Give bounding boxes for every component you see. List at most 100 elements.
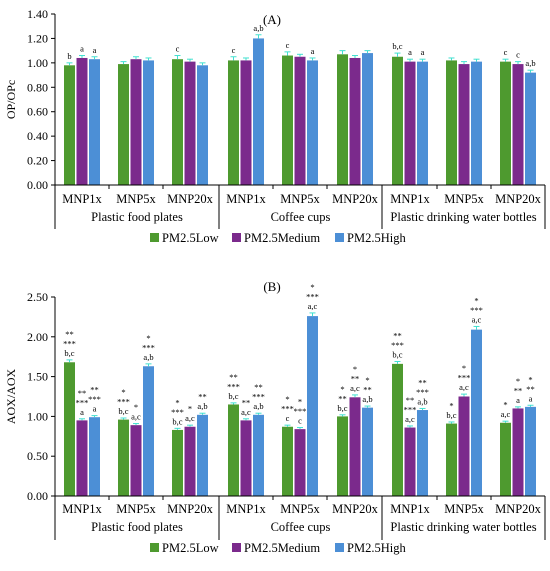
significance-label: *** bbox=[252, 392, 265, 402]
significance-label: a,c bbox=[241, 407, 251, 417]
significance-label: a bbox=[80, 44, 84, 54]
y-tick-label: 1.20 bbox=[27, 31, 48, 45]
category-label: MNP1x bbox=[62, 192, 102, 206]
significance-label: * bbox=[340, 384, 344, 394]
significance-label: * bbox=[503, 400, 507, 410]
significance-label: ** bbox=[242, 397, 251, 407]
category-label: MNP20x bbox=[332, 192, 379, 206]
significance-label: a bbox=[529, 393, 533, 403]
bar bbox=[89, 417, 100, 496]
y-tick-label: 0.50 bbox=[27, 449, 48, 463]
bar bbox=[337, 416, 348, 496]
legend-label: PM2.5Low bbox=[162, 541, 219, 555]
bar bbox=[143, 366, 154, 496]
significance-label: * bbox=[516, 376, 520, 386]
significance-label: *** bbox=[458, 373, 471, 383]
significance-label: * bbox=[365, 375, 369, 385]
bar bbox=[64, 362, 75, 496]
bar bbox=[525, 406, 536, 496]
significance-label: * bbox=[298, 397, 302, 407]
category-label: MNP5x bbox=[116, 192, 156, 206]
group-label: Plastic food plates bbox=[91, 210, 183, 224]
legend-swatch bbox=[335, 233, 344, 242]
significance-label: a,b bbox=[362, 394, 372, 404]
bar bbox=[512, 64, 524, 185]
significance-label: b,c bbox=[118, 406, 128, 416]
significance-label: b,c bbox=[392, 349, 402, 359]
y-tick-label: 1.00 bbox=[27, 56, 48, 70]
category-label: MNP20x bbox=[495, 192, 542, 206]
significance-label: b,c bbox=[392, 41, 402, 51]
category-label: MNP5x bbox=[444, 192, 484, 206]
chart-panel-b: 0.000.501.001.502.002.50AOX/AOX(B)*****b… bbox=[4, 279, 546, 555]
y-tick-label: 0.80 bbox=[27, 80, 48, 94]
legend-swatch bbox=[232, 543, 241, 552]
bar bbox=[525, 72, 536, 185]
bar bbox=[417, 410, 428, 496]
significance-label: b,c bbox=[64, 348, 74, 358]
bar bbox=[253, 414, 264, 496]
legend-swatch bbox=[150, 233, 159, 242]
significance-label: b,c bbox=[337, 403, 347, 413]
significance-label: *** bbox=[416, 387, 429, 397]
group-label: Coffee cups bbox=[271, 520, 331, 534]
significance-label: a,c bbox=[472, 314, 482, 324]
significance-label: a,c bbox=[131, 412, 141, 422]
bar bbox=[404, 427, 416, 496]
group-label: Coffee cups bbox=[271, 210, 331, 224]
significance-label: *** bbox=[404, 404, 417, 414]
bar bbox=[118, 64, 129, 185]
significance-label: a bbox=[516, 395, 520, 405]
bar bbox=[282, 426, 293, 496]
significance-label: a,c bbox=[405, 414, 415, 424]
significance-label: c bbox=[286, 40, 290, 50]
bar bbox=[172, 429, 183, 496]
significance-label: * bbox=[175, 397, 179, 407]
group-label: Plastic drinking water bottles bbox=[390, 210, 536, 224]
significance-label: a,b bbox=[525, 58, 535, 68]
bar bbox=[362, 407, 373, 496]
significance-label: c bbox=[286, 413, 290, 423]
significance-label: a,b bbox=[197, 401, 207, 411]
bar bbox=[446, 60, 457, 185]
significance-label: a,b bbox=[143, 352, 153, 362]
significance-label: b bbox=[67, 51, 71, 61]
category-label: MNP1x bbox=[226, 192, 266, 206]
chart-title: (B) bbox=[263, 279, 280, 294]
significance-label: a,c bbox=[459, 382, 469, 392]
bar bbox=[130, 59, 142, 185]
bar bbox=[349, 57, 361, 185]
legend-label: PM2.5High bbox=[347, 231, 406, 245]
significance-label: *** bbox=[76, 397, 89, 407]
bar bbox=[76, 57, 88, 185]
bar bbox=[172, 59, 183, 185]
bar bbox=[130, 425, 142, 496]
significance-label: ** bbox=[363, 385, 372, 395]
category-label: MNP1x bbox=[62, 502, 102, 516]
bar bbox=[471, 329, 482, 496]
significance-label: ** bbox=[406, 395, 415, 405]
significance-label: * bbox=[449, 400, 453, 410]
y-tick-label: 0.40 bbox=[27, 129, 48, 143]
bar bbox=[228, 404, 239, 496]
significance-label: * bbox=[121, 387, 125, 397]
bar bbox=[240, 60, 252, 185]
significance-label: ** bbox=[254, 382, 263, 392]
significance-label: ** bbox=[514, 385, 523, 395]
bar bbox=[307, 60, 318, 185]
y-axis-label: AOX/AOX bbox=[4, 369, 18, 425]
bar bbox=[458, 396, 470, 496]
significance-label: ** bbox=[198, 392, 207, 402]
significance-label: *** bbox=[117, 396, 130, 406]
category-label: MNP20x bbox=[167, 192, 214, 206]
category-label: MNP1x bbox=[390, 192, 430, 206]
significance-label: ** bbox=[229, 372, 238, 382]
significance-label: a,b bbox=[253, 23, 263, 33]
legend-swatch bbox=[150, 543, 159, 552]
significance-label: a,b bbox=[417, 396, 427, 406]
legend-label: PM2.5Medium bbox=[244, 231, 320, 245]
significance-label: c bbox=[176, 44, 180, 54]
significance-label: ** bbox=[418, 377, 427, 387]
significance-label: c bbox=[298, 416, 302, 426]
significance-label: a,c bbox=[501, 409, 511, 419]
